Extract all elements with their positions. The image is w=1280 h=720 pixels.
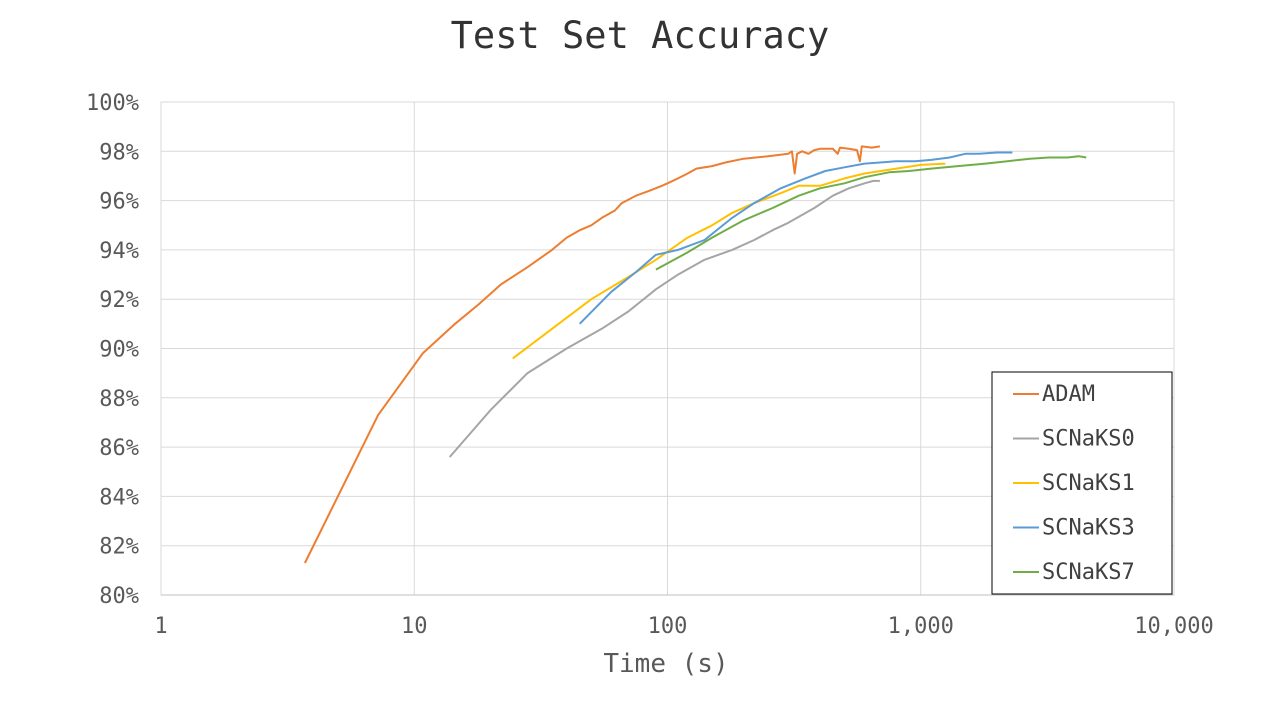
legend-label: SCNaKS1 — [1042, 471, 1135, 496]
x-tick-label: 1 — [154, 614, 167, 639]
y-tick-label: 82% — [99, 535, 139, 560]
legend-label: SCNaKS7 — [1042, 560, 1135, 585]
y-tick-label: 86% — [99, 436, 139, 461]
chart-title: Test Set Accuracy — [451, 14, 830, 57]
y-tick-label: 96% — [99, 190, 139, 215]
series-line-scnaks7 — [655, 155, 1087, 271]
y-tick-label: 92% — [99, 288, 139, 313]
series-line-scnaks0 — [448, 179, 880, 458]
y-tick-label: 80% — [99, 584, 139, 609]
x-axis-ticks: 1 10 100 1,000 10,000 — [154, 614, 1213, 639]
y-tick-label: 98% — [99, 140, 139, 165]
y-tick-label: 84% — [99, 485, 139, 510]
legend-label: SCNaKS0 — [1042, 427, 1135, 452]
x-tick-label: 10 — [401, 614, 428, 639]
y-axis-ticks: 80% 82% 84% 86% 88% 90% 92% 94% 96% 98% 100% — [86, 91, 139, 609]
series-line-scnaks3 — [578, 151, 1013, 325]
y-tick-label: 88% — [99, 387, 139, 412]
legend-label: SCNaKS3 — [1042, 516, 1135, 541]
series-layer — [304, 145, 1087, 564]
y-tick-label: 94% — [99, 239, 139, 264]
y-tick-label: 90% — [99, 338, 139, 363]
y-tick-label: 100% — [86, 91, 139, 116]
x-tick-label: 10,000 — [1134, 614, 1213, 639]
series-line-adam — [304, 145, 881, 564]
x-tick-label: 100 — [648, 614, 688, 639]
x-axis-label: Time (s) — [603, 649, 728, 679]
legend-label: ADAM — [1042, 382, 1095, 407]
x-tick-label: 1,000 — [888, 614, 954, 639]
legend: ADAM SCNaKS0 SCNaKS1 SCNaKS3 SCNaKS7 — [991, 371, 1173, 595]
